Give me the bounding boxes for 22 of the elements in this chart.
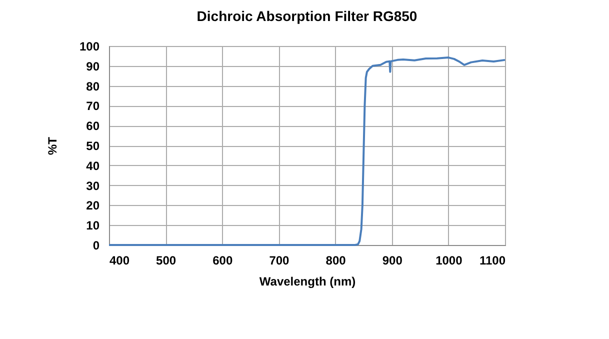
y-tick-label: 0 (92, 238, 100, 252)
y-tick-label: 10 (86, 218, 100, 233)
x-tick-label: 1000 (436, 254, 463, 268)
x-tick-label: 400 (110, 254, 130, 268)
y-tick-label: 40 (86, 158, 100, 173)
y-tick-label: 90 (86, 59, 100, 74)
y-tick-label: 30 (86, 178, 100, 193)
x-tick-label: 1100 (479, 254, 506, 268)
x-tick-label: 600 (212, 254, 233, 268)
y-tick-label: 60 (86, 119, 100, 134)
y-tick-label: 50 (86, 139, 100, 153)
chart-title: Dichroic Absorption Filter RG850 (196, 8, 418, 24)
x-tick-label: 900 (382, 254, 403, 268)
x-tick-label: 500 (156, 254, 176, 268)
y-tick-label: 100 (79, 40, 100, 54)
x-tick-label: 800 (326, 254, 346, 268)
y-tick-label: 70 (86, 99, 100, 114)
y-tick-label: 20 (86, 198, 100, 213)
y-tick-label: 80 (86, 79, 100, 94)
x-tick-label: 700 (269, 254, 290, 268)
y-axis-title: %T (45, 136, 60, 155)
x-axis-title: Wavelength (nm) (259, 274, 356, 288)
